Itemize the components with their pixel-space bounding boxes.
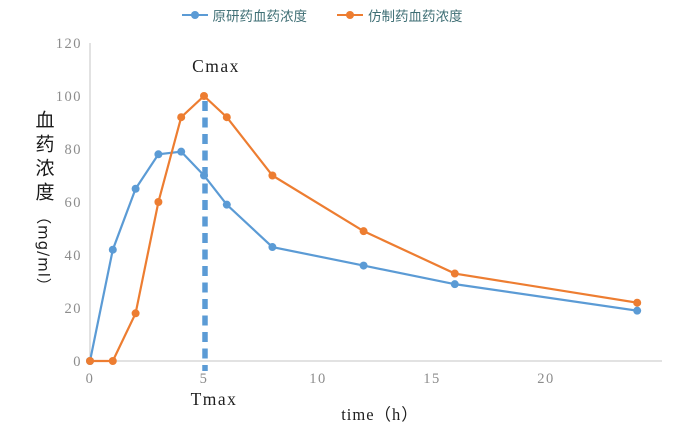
data-point-generic (633, 298, 642, 307)
chart-legend: 原研药血药浓度 仿制药血药浓度 (0, 5, 660, 25)
y-axis-tick-label: 120 (56, 36, 82, 52)
data-point-generic (359, 227, 368, 236)
y-axis-title-text: 血药浓度 (32, 110, 55, 206)
data-point-original (268, 243, 277, 252)
data-point-generic (131, 309, 140, 318)
y-axis-title-unit: （mg/ml） (34, 209, 53, 294)
y-axis-title: 血药浓度 （mg/ml） (24, 110, 64, 294)
y-axis-tick-label: 60 (65, 195, 83, 211)
legend-label-generic: 仿制药血药浓度 (368, 9, 463, 25)
y-axis-tick-label: 40 (65, 248, 83, 264)
y-axis-tick-label: 0 (73, 354, 82, 370)
legend-label-original: 原研药血药浓度 (212, 9, 308, 25)
data-point-original (450, 280, 459, 289)
data-point-original (359, 261, 368, 270)
data-point-generic (177, 113, 186, 122)
y-axis-tick-label: 100 (56, 89, 82, 105)
x-axis-tick-label: 15 (423, 371, 441, 387)
series-line-original (88, 150, 638, 362)
x-axis-tick-label: 0 (86, 371, 95, 387)
y-axis-tick-label: 80 (65, 142, 83, 158)
data-point-original (177, 147, 186, 156)
data-point-original (222, 200, 231, 209)
data-point-original (131, 184, 140, 193)
data-point-generic (200, 92, 208, 100)
data-point-generic (222, 113, 231, 122)
data-point-generic (450, 269, 459, 278)
data-point-generic (268, 171, 277, 180)
data-point-original (154, 150, 163, 159)
data-point-generic (108, 357, 117, 365)
data-point-generic (154, 198, 163, 206)
x-axis-title: time（h） (341, 405, 419, 424)
line-dot-marker-icon (181, 13, 208, 17)
legend-item-original: 原研药血药浓度 (181, 5, 308, 25)
cmax-annotation: Cmax (192, 56, 240, 76)
line-dot-marker-icon (337, 13, 363, 17)
y-axis-tick-label: 20 (65, 301, 83, 317)
tmax-annotation: Tmax (190, 389, 238, 409)
data-point-generic (86, 357, 94, 365)
x-axis-tick-label: 10 (309, 371, 327, 387)
data-point-original (633, 306, 642, 315)
x-axis-tick-label: 5 (200, 371, 209, 387)
legend-item-generic: 仿制药血药浓度 (337, 5, 463, 25)
x-axis-tick-label: 20 (537, 371, 555, 387)
data-point-original (108, 245, 117, 254)
